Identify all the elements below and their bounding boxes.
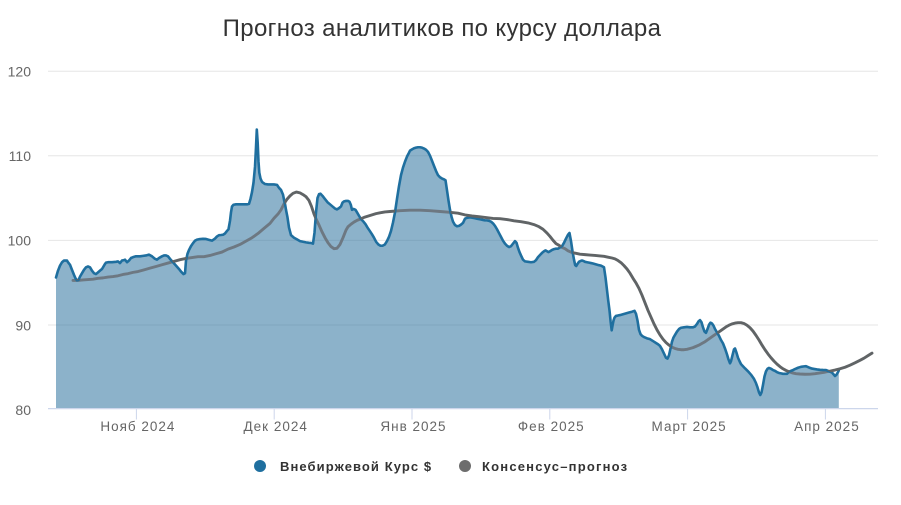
- svg-text:110: 110: [9, 148, 32, 164]
- svg-text:Фев 2025: Фев 2025: [518, 419, 585, 434]
- svg-text:Нояб 2024: Нояб 2024: [100, 419, 175, 434]
- svg-text:Консенсус–прогноз: Консенсус–прогноз: [482, 459, 628, 474]
- svg-text:100: 100: [8, 233, 32, 249]
- svg-text:120: 120: [8, 64, 32, 80]
- svg-text:Дек 2024: Дек 2024: [244, 419, 308, 434]
- svg-text:80: 80: [15, 402, 31, 418]
- svg-text:Внебиржевой Курс $: Внебиржевой Курс $: [280, 459, 432, 474]
- svg-text:Апр 2025: Апр 2025: [794, 419, 860, 434]
- svg-text:Янв 2025: Янв 2025: [380, 419, 446, 434]
- svg-text:Март 2025: Март 2025: [652, 419, 727, 434]
- svg-text:Прогноз аналитиков по курсу до: Прогноз аналитиков по курсу доллара: [223, 15, 662, 42]
- svg-text:90: 90: [15, 317, 31, 333]
